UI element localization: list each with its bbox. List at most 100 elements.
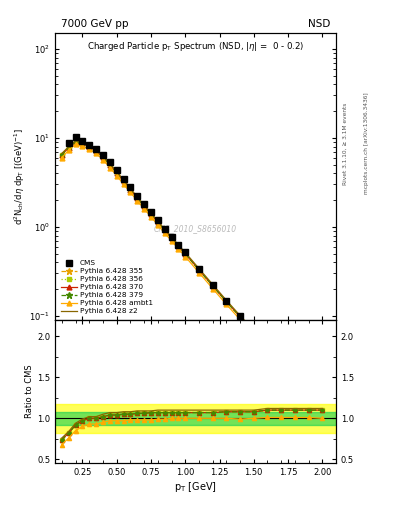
CMS [73,134,78,140]
Pythia 6.428 ambt1 [169,238,174,244]
Pythia 6.428 355 [169,235,174,241]
Pythia 6.428 z2 [196,265,201,271]
Text: Rivet 3.1.10, ≥ 3.1M events: Rivet 3.1.10, ≥ 3.1M events [343,102,348,184]
Pythia 6.428 379 [183,251,187,257]
Pythia 6.428 ambt1 [156,222,160,228]
Pythia 6.428 z2 [128,185,133,191]
Pythia 6.428 355 [114,170,119,176]
CMS [162,225,167,231]
Pythia 6.428 ambt1 [80,143,85,149]
Pythia 6.428 355 [196,267,201,273]
Pythia 6.428 370 [87,143,92,150]
Pythia 6.428 ambt1 [320,402,325,408]
Pythia 6.428 356 [224,298,229,305]
Pythia 6.428 z2 [121,177,126,183]
CMS [80,138,85,144]
Pythia 6.428 379 [306,383,311,390]
Pythia 6.428 z2 [87,142,92,148]
Pythia 6.428 379 [101,154,105,160]
Pythia 6.428 355 [252,328,256,334]
Pythia 6.428 ambt1 [183,253,187,260]
Y-axis label: d$^2$N$_\mathregular{ch}$/d$\eta$ dp$_\mathregular{T}$ [(GeV)$^{-1}$]: d$^2$N$_\mathregular{ch}$/d$\eta$ dp$_\m… [12,128,27,225]
Pythia 6.428 z2 [306,383,311,390]
Pythia 6.428 ambt1 [176,246,181,252]
Pythia 6.428 370 [114,170,119,176]
Pythia 6.428 356 [210,283,215,289]
CMS [114,167,119,173]
Text: NSD: NSD [308,19,331,29]
Pythia 6.428 355 [224,298,229,305]
Pythia 6.428 370 [59,152,64,158]
Pythia 6.428 355 [59,152,64,158]
CMS [128,184,133,190]
Pythia 6.428 ambt1 [162,230,167,236]
Pythia 6.428 370 [66,144,71,151]
Pythia 6.428 ambt1 [149,214,153,220]
CMS [142,201,147,207]
CMS [252,327,256,333]
Pythia 6.428 355 [210,283,215,289]
Line: Pythia 6.428 356: Pythia 6.428 356 [59,139,325,403]
CMS [238,312,242,318]
Line: Pythia 6.428 370: Pythia 6.428 370 [59,139,325,403]
Pythia 6.428 379 [238,314,242,320]
Line: Pythia 6.428 ambt1: Pythia 6.428 ambt1 [59,142,325,408]
Pythia 6.428 355 [94,147,99,154]
Pythia 6.428 370 [80,140,85,146]
Pythia 6.428 ambt1 [142,206,147,212]
CMS [265,341,270,347]
Pythia 6.428 ambt1 [101,157,105,163]
Pythia 6.428 356 [128,187,133,193]
Pythia 6.428 356 [59,152,64,158]
Pythia 6.428 355 [176,243,181,249]
CMS [196,266,201,272]
X-axis label: p$_\mathregular{T}$ [GeV]: p$_\mathregular{T}$ [GeV] [174,480,217,494]
Pythia 6.428 ambt1 [87,146,92,152]
Pythia 6.428 356 [87,143,92,150]
Pythia 6.428 379 [224,298,229,305]
Pythia 6.428 z2 [252,327,256,333]
CMS [279,356,283,362]
Pythia 6.428 370 [183,251,187,257]
Pythia 6.428 356 [169,235,174,241]
Pythia 6.428 z2 [169,234,174,240]
Pythia 6.428 379 [156,219,160,225]
Pythia 6.428 356 [265,343,270,349]
Pythia 6.428 379 [135,195,140,201]
Legend: CMS, Pythia 6.428 355, Pythia 6.428 356, Pythia 6.428 370, Pythia 6.428 379, Pyt: CMS, Pythia 6.428 355, Pythia 6.428 356,… [59,258,155,316]
Line: Pythia 6.428 355: Pythia 6.428 355 [59,139,325,403]
Pythia 6.428 370 [306,383,311,390]
CMS [292,370,297,376]
Pythia 6.428 ambt1 [108,164,112,170]
CMS [101,152,105,158]
Pythia 6.428 ambt1 [252,331,256,337]
CMS [149,209,153,215]
Pythia 6.428 355 [108,162,112,168]
CMS [306,383,311,390]
Pythia 6.428 370 [265,343,270,349]
Text: Charged Particle p$_\mathregular{T}$ Spectrum (NSD, |$\eta$| =  0 - 0.2): Charged Particle p$_\mathregular{T}$ Spe… [87,40,304,53]
Pythia 6.428 370 [121,178,126,184]
Pythia 6.428 379 [59,152,64,158]
Pythia 6.428 z2 [142,202,147,208]
Bar [55,403,336,433]
Pythia 6.428 355 [87,143,92,150]
Line: Pythia 6.428 379: Pythia 6.428 379 [59,139,325,403]
Pythia 6.428 z2 [279,356,283,362]
Pythia 6.428 379 [80,140,85,146]
Pythia 6.428 356 [121,178,126,184]
Pythia 6.428 z2 [238,312,242,318]
Pythia 6.428 z2 [94,146,99,153]
Pythia 6.428 356 [142,203,147,209]
Pythia 6.428 z2 [292,370,297,376]
Pythia 6.428 356 [306,383,311,390]
Pythia 6.428 ambt1 [135,198,140,204]
Pythia 6.428 356 [279,357,283,363]
Pythia 6.428 355 [121,178,126,184]
Pythia 6.428 356 [292,371,297,377]
Pythia 6.428 z2 [162,226,167,232]
Pythia 6.428 356 [183,251,187,257]
CMS [176,242,181,248]
Pythia 6.428 370 [135,195,140,201]
Pythia 6.428 379 [162,227,167,233]
